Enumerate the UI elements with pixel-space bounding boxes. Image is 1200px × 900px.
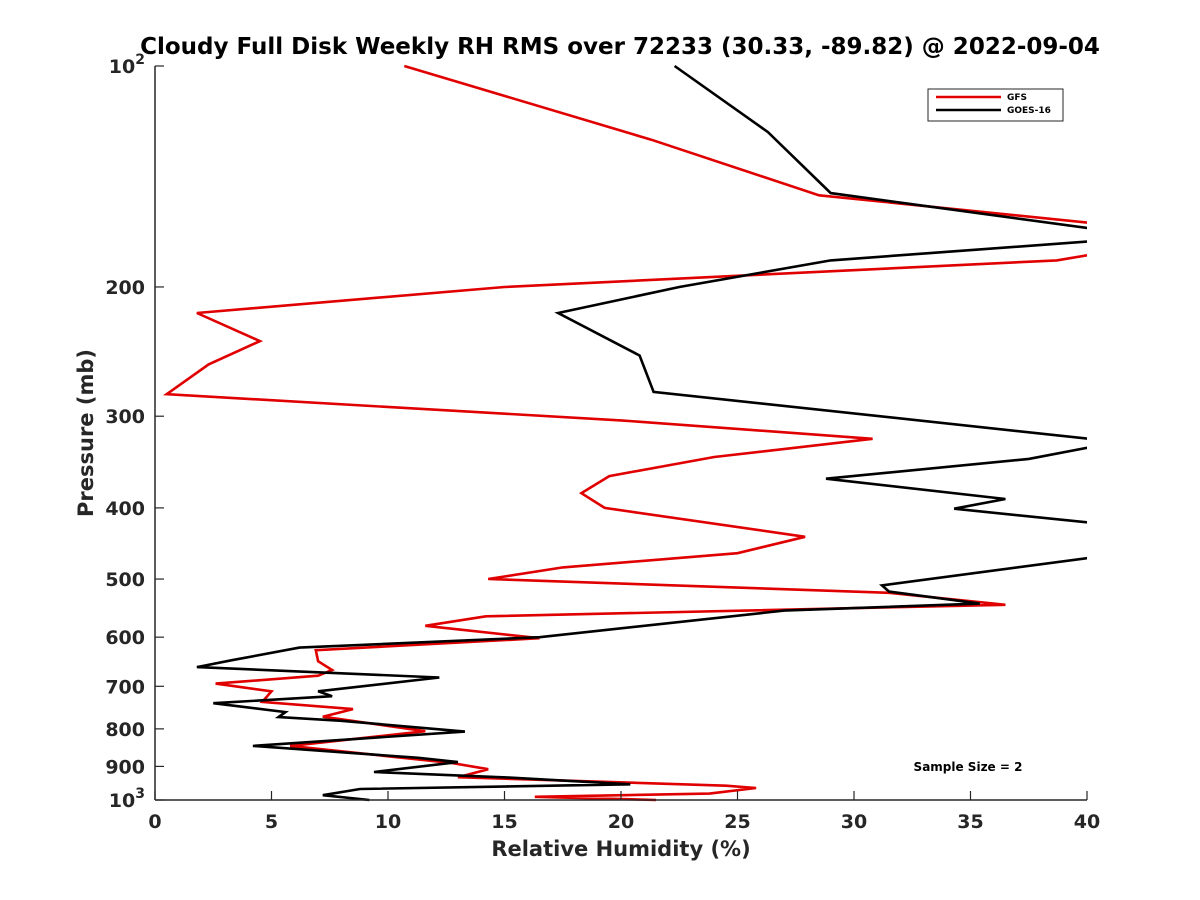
x-tick-label: 10 xyxy=(375,811,401,833)
y-axis-ticks: 102 200 300 400 500 600 700 800 900 103 xyxy=(105,52,164,812)
legend-label-gfs: GFS xyxy=(1007,93,1027,103)
x-tick-label: 0 xyxy=(148,811,161,833)
y-tick-label: 800 xyxy=(105,719,145,741)
y-axis-title: Pressure (mb) xyxy=(74,349,98,517)
y-tick-label: 500 xyxy=(105,569,145,591)
sample-size-annotation: Sample Size = 2 xyxy=(914,760,1023,774)
series-line-goes16 xyxy=(196,64,1087,802)
x-tick-label: 40 xyxy=(1074,811,1100,833)
y-tick-label: 200 xyxy=(105,277,145,299)
x-tick-label: 20 xyxy=(608,811,634,833)
legend: GFS GOES-16 xyxy=(927,88,1064,122)
y-tick-label: 900 xyxy=(105,756,145,778)
y-tick-label: 600 xyxy=(105,627,145,649)
y-tick-label: 700 xyxy=(105,676,145,698)
x-tick-label: 25 xyxy=(724,811,750,833)
y-tick-label: 102 xyxy=(109,52,145,78)
series-layer xyxy=(162,64,1087,802)
x-axis-ticks: 0 5 10 15 20 25 30 35 40 xyxy=(148,791,1100,833)
plot-area: 0 5 10 15 20 25 30 35 40 102 200 300 400 500 600 700 80… xyxy=(105,52,1100,833)
x-axis-title: Relative Humidity (%) xyxy=(491,837,750,861)
legend-box xyxy=(927,88,1064,122)
y-tick-label: 400 xyxy=(105,498,145,520)
x-tick-label: 35 xyxy=(957,811,983,833)
x-tick-label: 5 xyxy=(265,811,278,833)
x-tick-label: 15 xyxy=(491,811,517,833)
chart-title: Cloudy Full Disk Weekly RH RMS over 7223… xyxy=(140,34,1100,60)
y-tick-label: 103 xyxy=(109,786,145,812)
legend-label-goes16: GOES-16 xyxy=(1007,106,1051,116)
y-tick-label: 300 xyxy=(105,406,145,428)
x-tick-label: 30 xyxy=(841,811,867,833)
